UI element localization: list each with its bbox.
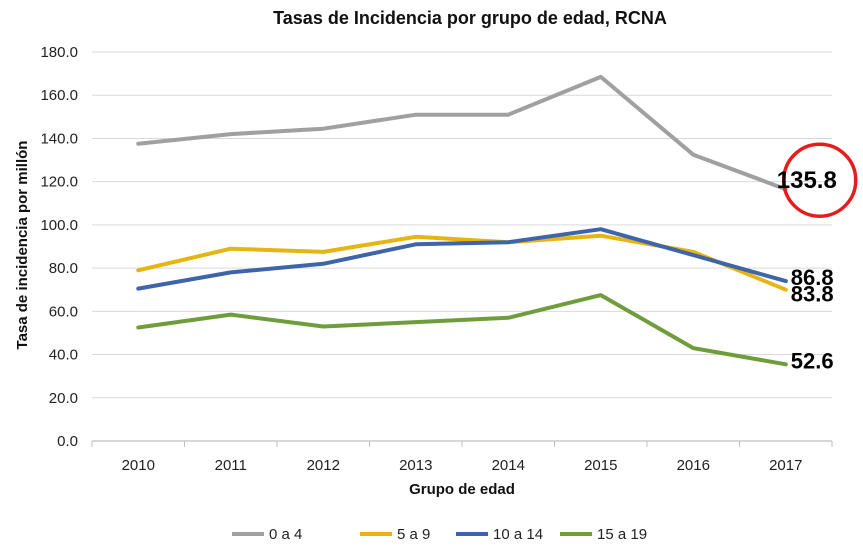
legend-label: 5 a 9 [397,526,430,543]
y-axis: 0.0 20.0 40.0 60.0 80.0 100.0 120.0 140.0 160.0 1… [40,44,78,450]
end-label-0-a-4: 135.8 [777,167,837,194]
y-axis-title: Tasa de incidencia por millón [14,141,31,350]
x-tick-label: 2015 [584,457,617,474]
legend-label: 0 a 4 [269,526,302,543]
series-line-0-a-4 [136,74,788,192]
end-label-10-a-14: 86.8 [791,265,834,290]
y-tick-label: 100.0 [40,217,78,234]
end-label-5-a-9: 83.8 [791,282,834,307]
x-tick-label: 2011 [215,457,247,474]
x-axis: 2010 2011 2012 2013 2014 2015 2016 2017 [91,440,833,474]
series-lines [136,74,788,367]
y-tick-label: 80.0 [49,260,78,277]
x-tick-label: 2010 [122,457,155,474]
legend-label: 15 a 19 [597,526,647,543]
y-tick-label: 120.0 [40,174,78,191]
chart-title: Tasas de Incidencia por grupo de edad, R… [273,8,667,28]
y-tick-label: 20.0 [49,390,78,407]
x-tick-label: 2013 [399,457,432,474]
end-labels: 135.8 86.883.8 52.6 [777,142,858,373]
gridlines [92,51,832,442]
y-tick-label: 160.0 [40,87,78,104]
y-tick-label: 60.0 [49,303,78,320]
x-tick-label: 2016 [677,457,710,474]
x-axis-title: Grupo de edad [409,481,515,498]
x-tick-label: 2012 [307,457,340,474]
series-line-15-a-19 [136,293,788,367]
legend-label: 10 a 14 [493,526,543,543]
x-tick-label: 2014 [492,457,525,474]
y-tick-label: 0.0 [57,433,78,450]
x-tick-label: 2017 [769,457,802,474]
y-tick-label: 40.0 [49,347,78,364]
end-label-15-a-19: 52.6 [791,348,834,373]
y-tick-label: 140.0 [40,130,78,147]
y-tick-label: 180.0 [40,44,78,61]
series-line-10-a-14 [136,227,788,291]
legend: 0 a 4 5 a 9 10 a 14 15 a 19 [232,526,647,543]
highlight-circle [782,142,858,218]
